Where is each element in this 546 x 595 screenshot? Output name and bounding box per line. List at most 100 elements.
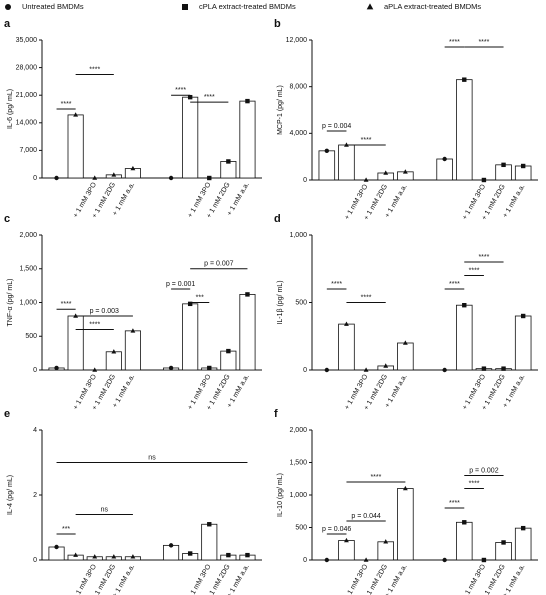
y-tick-label: 0 [33, 557, 37, 564]
marker [481, 366, 487, 371]
significance-label: **** [469, 267, 480, 274]
significance-label: **** [361, 137, 372, 144]
marker [501, 540, 506, 545]
panel-label: f [274, 408, 278, 420]
significance-label: p = 0.002 [469, 467, 498, 474]
marker [73, 552, 79, 557]
marker [344, 142, 349, 147]
y-tick-label: 0 [303, 177, 307, 184]
bar [124, 330, 141, 371]
marker [363, 177, 369, 182]
bar [456, 521, 473, 561]
marker [111, 349, 117, 354]
marker [187, 551, 193, 556]
bar [456, 79, 473, 181]
bar [456, 304, 473, 371]
significance-label: **** [449, 281, 460, 288]
bar [239, 100, 256, 179]
bar [67, 114, 84, 179]
significance-label: **** [61, 101, 72, 108]
panel-label: a [4, 18, 11, 30]
y-tick-label: 0 [33, 175, 37, 182]
panel-label: b [274, 18, 281, 30]
marker [54, 544, 59, 550]
marker [383, 363, 389, 368]
y-tick-label: 0 [33, 367, 37, 374]
bar [495, 164, 512, 181]
marker [168, 175, 174, 181]
y-tick-label: 500 [295, 524, 307, 531]
marker [520, 525, 526, 531]
marker [402, 169, 408, 174]
y-tick-label: 14,000 [16, 120, 38, 127]
marker [207, 522, 212, 527]
y-tick-label: 0 [303, 367, 307, 374]
marker [481, 177, 487, 183]
marker [363, 367, 369, 372]
marker [520, 313, 526, 319]
marker [187, 94, 193, 100]
y-axis-title: MCP-1 (pg/ mL) [277, 85, 284, 135]
significance-label: **** [331, 281, 342, 288]
marker [462, 303, 467, 308]
x-tick-label: + 1 mM 3PO [461, 563, 487, 595]
significance-label: *** [196, 294, 204, 301]
marker [402, 340, 408, 345]
marker [520, 163, 526, 169]
panel-label: d [274, 213, 281, 225]
bar [67, 315, 84, 371]
bar [182, 96, 199, 179]
marker [462, 77, 467, 82]
y-tick-label: 12,000 [286, 37, 308, 44]
legend-label: Untreated BMDMs [22, 2, 84, 11]
significance-label: **** [89, 66, 100, 73]
marker [481, 557, 487, 563]
marker [402, 485, 408, 491]
marker [245, 98, 250, 104]
marker [130, 554, 136, 559]
bar [338, 323, 355, 371]
significance-label: **** [175, 87, 186, 94]
significance-label: **** [204, 94, 215, 101]
marker [366, 3, 374, 10]
marker [344, 321, 349, 326]
significance-label: **** [469, 480, 480, 487]
marker [245, 292, 250, 297]
significance-label: p = 0.004 [322, 123, 351, 130]
bar [514, 527, 532, 561]
marker [207, 365, 212, 371]
y-tick-label: 2,000 [289, 427, 307, 434]
marker [92, 367, 98, 372]
significance-label: p = 0.003 [90, 308, 119, 315]
y-tick-label: 4 [33, 427, 37, 434]
bar [220, 350, 237, 371]
legend-label: cPLA extract-treated BMDMs [199, 2, 296, 11]
bar [338, 144, 355, 181]
marker [92, 175, 98, 180]
bar [201, 523, 218, 561]
marker [462, 520, 467, 525]
marker [383, 170, 389, 175]
marker [5, 4, 11, 10]
significance-label: **** [449, 39, 460, 46]
x-tick-label: + 1 mM 3PO [344, 563, 370, 595]
y-tick-label: 7,000 [19, 147, 37, 154]
significance-label: **** [478, 254, 489, 261]
x-tick-label: + 1 mM 3PO [72, 563, 98, 595]
significance-label: ns [148, 454, 156, 461]
significance-label: p = 0.001 [166, 281, 195, 288]
marker [442, 557, 447, 563]
marker [130, 328, 136, 333]
bar [338, 540, 355, 561]
significance-label: **** [449, 500, 460, 507]
significance-label: **** [361, 294, 372, 301]
y-tick-label: 500 [25, 333, 37, 340]
bar [220, 161, 237, 179]
marker [442, 367, 447, 373]
y-tick-label: 21,000 [16, 92, 38, 99]
marker [73, 112, 79, 117]
marker [182, 4, 188, 10]
legend-label: aPLA extract-treated BMDMs [384, 2, 481, 11]
x-tick-label: + 1 mM 3PO [187, 563, 213, 595]
significance-label: **** [61, 301, 72, 308]
